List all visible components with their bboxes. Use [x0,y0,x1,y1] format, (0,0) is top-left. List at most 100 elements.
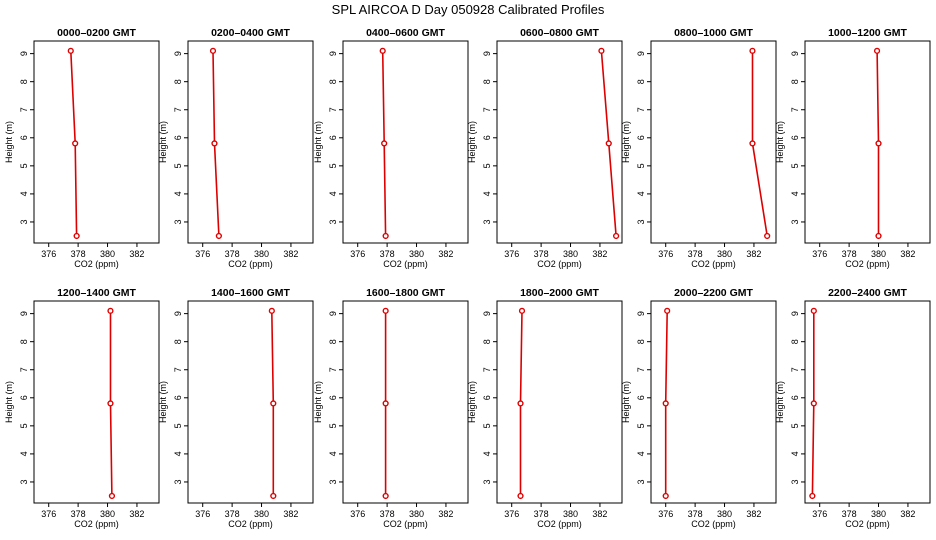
y-tick-label: 9 [790,311,800,316]
x-tick-label: 382 [746,249,761,259]
y-tick-label: 8 [328,79,338,84]
x-tick-label: 380 [563,509,578,519]
x-tick-label: 380 [254,509,269,519]
y-tick-label: 3 [19,479,29,484]
x-tick-label: 380 [563,249,578,259]
y-tick-label: 7 [790,367,800,372]
data-point [270,492,277,500]
x-tick-label: 380 [871,509,886,519]
data-point [598,47,605,54]
y-tick-label: 3 [328,479,338,484]
panel-10: 2000–2200 GMT 376 378 380 382 3 4 5 6 7 8 9 CO2 (ppm… [621,287,777,529]
x-tick-label: 380 [409,509,424,519]
data-point [875,140,882,147]
y-tick-label: 6 [790,395,800,400]
x-tick-label: 378 [688,509,703,519]
x-tick-label: 378 [380,509,395,519]
x-tick-label: 382 [438,249,453,259]
y-axis-label: Height (m) [775,121,785,163]
chart-title: SPL AIRCOA D Day 050928 Calibrated Profi… [332,2,605,17]
y-axis-label: Height (m) [158,381,168,423]
y-tick-label: 5 [482,423,492,428]
x-tick-label: 380 [100,249,115,259]
y-tick-label: 5 [19,423,29,428]
y-tick-label: 7 [19,367,29,372]
x-tick-label: 382 [129,249,144,259]
y-tick-label: 4 [328,451,338,456]
y-tick-label: 4 [636,191,646,196]
y-tick-label: 5 [636,423,646,428]
y-tick-label: 7 [328,107,338,112]
y-tick-label: 8 [19,339,29,344]
x-tick-label: 380 [717,249,732,259]
y-tick-label: 6 [173,135,183,140]
y-tick-label: 5 [790,163,800,168]
y-tick-label: 6 [173,395,183,400]
data-point [764,232,771,240]
x-tick-label: 378 [688,249,703,259]
data-point [749,47,756,54]
panel-6: 1200–1400 GMT 376 378 380 382 3 4 5 6 7 8 9 CO2 (ppm… [4,287,160,529]
panel-title: 1200–1400 GMT [57,287,136,299]
panel-title: 0400–0600 GMT [366,27,445,39]
plot-frame [342,300,469,504]
x-tick-label: 382 [129,509,144,519]
y-tick-label: 4 [19,451,29,456]
data-point [67,47,74,54]
y-tick-label: 6 [636,135,646,140]
y-tick-label: 8 [636,339,646,344]
y-axis-label: Height (m) [158,121,168,163]
y-tick-label: 9 [328,51,338,56]
x-tick-label: 376 [812,509,827,519]
y-tick-label: 8 [19,79,29,84]
x-axis-label: CO2 (ppm) [691,519,736,529]
x-tick-label: 380 [254,249,269,259]
x-tick-label: 382 [592,509,607,519]
y-tick-label: 3 [790,479,800,484]
y-axis-label: Height (m) [775,381,785,423]
y-tick-label: 8 [328,339,338,344]
plot-frame [187,300,314,504]
x-tick-label: 380 [100,509,115,519]
data-point [382,492,389,500]
x-tick-label: 380 [717,509,732,519]
y-tick-label: 7 [19,107,29,112]
data-point [107,400,114,407]
y-tick-label: 4 [790,451,800,456]
panel-title: 0600–0800 GMT [520,27,599,39]
panel-1: 0200–0400 GMT 376 378 380 382 3 4 5 6 7 8 9 CO2 (ppm… [158,27,314,269]
y-tick-label: 4 [636,451,646,456]
y-axis-label: Height (m) [313,121,323,163]
data-point [270,400,277,407]
data-point [215,232,222,240]
data-point [613,232,620,240]
y-tick-label: 9 [19,51,29,56]
y-axis-label: Height (m) [621,381,631,423]
x-axis-label: CO2 (ppm) [74,519,119,529]
panel-title: 0800–1000 GMT [674,27,753,39]
y-axis-label: Height (m) [467,121,477,163]
y-tick-label: 6 [636,395,646,400]
x-tick-label: 378 [534,509,549,519]
data-point [209,47,217,54]
y-tick-label: 3 [636,219,646,224]
y-tick-label: 4 [19,191,29,196]
y-axis-label: Height (m) [313,381,323,423]
y-tick-label: 6 [482,395,492,400]
x-tick-label: 376 [350,509,365,519]
plot-frame [650,40,777,244]
data-point [873,47,881,54]
y-tick-label: 8 [173,79,183,84]
x-tick-label: 378 [842,249,857,259]
x-axis-label: CO2 (ppm) [74,259,119,269]
y-tick-label: 7 [636,107,646,112]
y-axis-label: Height (m) [467,381,477,423]
x-tick-label: 376 [195,249,210,259]
plot-frame [33,40,160,244]
y-tick-label: 7 [482,367,492,372]
data-point [382,307,389,314]
x-tick-label: 376 [350,249,365,259]
y-tick-label: 8 [790,79,800,84]
